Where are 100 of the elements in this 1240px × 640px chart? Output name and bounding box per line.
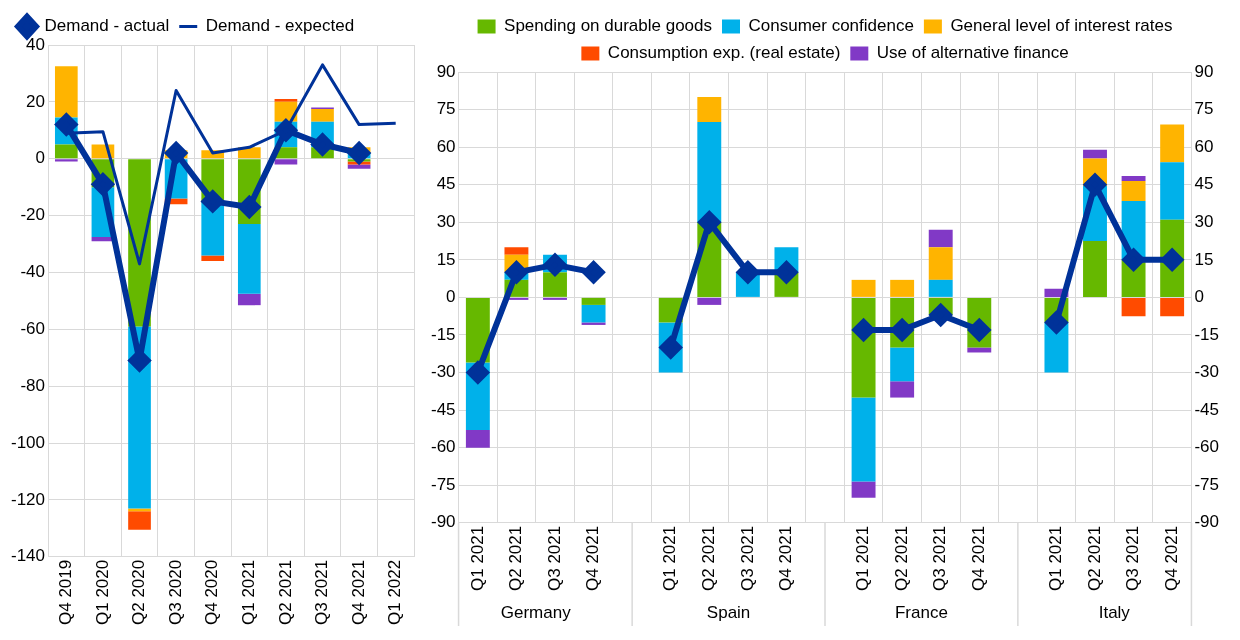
y2-tick-label: 90 bbox=[1194, 61, 1214, 81]
bar bbox=[928, 279, 953, 297]
text: Italy bbox=[1098, 603, 1131, 623]
bar bbox=[1121, 297, 1146, 317]
point bbox=[1084, 173, 1106, 196]
bar bbox=[890, 279, 915, 297]
point bbox=[698, 211, 721, 234]
bar bbox=[928, 229, 953, 248]
bar bbox=[581, 297, 606, 305]
bar bbox=[1160, 162, 1185, 220]
point bbox=[466, 361, 489, 384]
point bbox=[582, 261, 605, 284]
point bbox=[929, 303, 952, 326]
point bbox=[775, 261, 798, 284]
bar bbox=[543, 297, 567, 300]
y-tick-label: -75 bbox=[430, 474, 456, 494]
y2-tick-label: -75 bbox=[1194, 474, 1220, 494]
x-tick-label: Q3 2021 bbox=[737, 525, 757, 592]
bar bbox=[928, 247, 953, 280]
y-tick-label: -30 bbox=[430, 362, 456, 382]
x-tick-label: Q4 2020 bbox=[202, 559, 222, 626]
legend-label: Consumer confidence bbox=[748, 16, 914, 36]
y-tick-label: -120 bbox=[10, 489, 46, 509]
legend-label: Consumption exp. (real estate) bbox=[607, 43, 841, 63]
x-tick-label: Q1 2021 bbox=[1046, 525, 1066, 592]
point bbox=[238, 196, 261, 219]
bar bbox=[504, 247, 529, 255]
y2-tick-label: -15 bbox=[1194, 324, 1220, 344]
bar bbox=[1083, 241, 1107, 297]
point bbox=[165, 142, 188, 165]
y-tick-label: 0 bbox=[446, 287, 456, 307]
bar bbox=[465, 297, 490, 363]
bar bbox=[237, 224, 261, 294]
bar bbox=[851, 279, 876, 297]
x-tick-label: Q2 2021 bbox=[506, 525, 526, 592]
bar bbox=[890, 381, 915, 398]
y-tick-label: -15 bbox=[430, 324, 456, 344]
point bbox=[1122, 248, 1145, 271]
y-tick-label: 20 bbox=[26, 91, 46, 111]
legend-label: Use of alternative finance bbox=[876, 43, 1069, 63]
x-tick-label: Q1 2021 bbox=[467, 525, 487, 592]
legend-label: Spending on durable goods bbox=[504, 16, 713, 36]
y2-tick-label: -60 bbox=[1194, 437, 1220, 457]
y-tick-label: -40 bbox=[20, 262, 46, 282]
y-tick-label: -80 bbox=[20, 375, 46, 395]
bar bbox=[54, 66, 78, 118]
y-tick-label: -100 bbox=[10, 432, 46, 452]
y-tick-label: 90 bbox=[436, 61, 456, 81]
x-tick-label: Q4 2019 bbox=[56, 559, 76, 626]
bar bbox=[274, 99, 298, 102]
y2-tick-label: 15 bbox=[1194, 249, 1214, 269]
point bbox=[274, 119, 297, 142]
point bbox=[348, 142, 371, 165]
bar bbox=[967, 347, 992, 353]
bar bbox=[1121, 175, 1146, 181]
x-tick-label: Q4 2021 bbox=[1161, 525, 1181, 592]
x-tick-label: Q2 2021 bbox=[698, 525, 718, 592]
y-tick-label: 40 bbox=[26, 34, 46, 54]
legend-label: General level of interest rates bbox=[950, 16, 1173, 36]
point bbox=[201, 190, 224, 213]
y2-tick-label: 60 bbox=[1194, 136, 1214, 156]
point bbox=[1045, 311, 1068, 334]
x-tick-label: Q2 2021 bbox=[275, 559, 295, 626]
bar bbox=[890, 347, 915, 382]
y-tick-label: 0 bbox=[35, 148, 46, 168]
bar bbox=[465, 430, 490, 448]
x-tick-label: Q4 2021 bbox=[776, 525, 796, 592]
bar bbox=[697, 297, 722, 305]
bar bbox=[851, 397, 876, 482]
x-tick-label: Q1 2021 bbox=[660, 525, 680, 592]
bar bbox=[1160, 124, 1185, 163]
x-tick-label: Q1 2021 bbox=[239, 559, 258, 626]
x-tick-label: Q2 2020 bbox=[129, 559, 149, 626]
y-tick-label: -45 bbox=[430, 399, 456, 419]
y2-tick-label: 0 bbox=[1194, 287, 1204, 307]
y-tick-label: -140 bbox=[10, 546, 46, 566]
y-tick-label: -90 bbox=[430, 512, 456, 532]
x-tick-label: Q3 2021 bbox=[544, 525, 564, 592]
x-tick-label: Q4 2021 bbox=[968, 525, 988, 592]
y-tick-label: 75 bbox=[436, 99, 456, 119]
bar bbox=[581, 304, 606, 323]
bar bbox=[128, 511, 151, 530]
bar bbox=[347, 164, 371, 169]
text: Germany bbox=[500, 603, 572, 623]
y2-tick-label: 30 bbox=[1194, 211, 1214, 231]
y-tick-label: -20 bbox=[20, 205, 46, 225]
point bbox=[852, 318, 875, 341]
x-tick-label: Q2 2021 bbox=[891, 525, 911, 592]
bar bbox=[54, 159, 78, 162]
bar bbox=[274, 159, 298, 165]
x-tick-label: Q3 2021 bbox=[1123, 525, 1143, 592]
y-tick-label: 60 bbox=[436, 136, 456, 156]
y2-tick-label: -30 bbox=[1194, 362, 1220, 382]
bar bbox=[311, 108, 334, 122]
x-tick-label: Q1 2022 bbox=[385, 559, 405, 626]
y-tick-label: 45 bbox=[436, 174, 456, 194]
x-tick-label: Q3 2020 bbox=[165, 559, 185, 626]
x-tick-label: Q1 2021 bbox=[853, 525, 873, 592]
legend-label: Demand - actual bbox=[44, 16, 170, 36]
y2-tick-label: -45 bbox=[1194, 399, 1220, 419]
